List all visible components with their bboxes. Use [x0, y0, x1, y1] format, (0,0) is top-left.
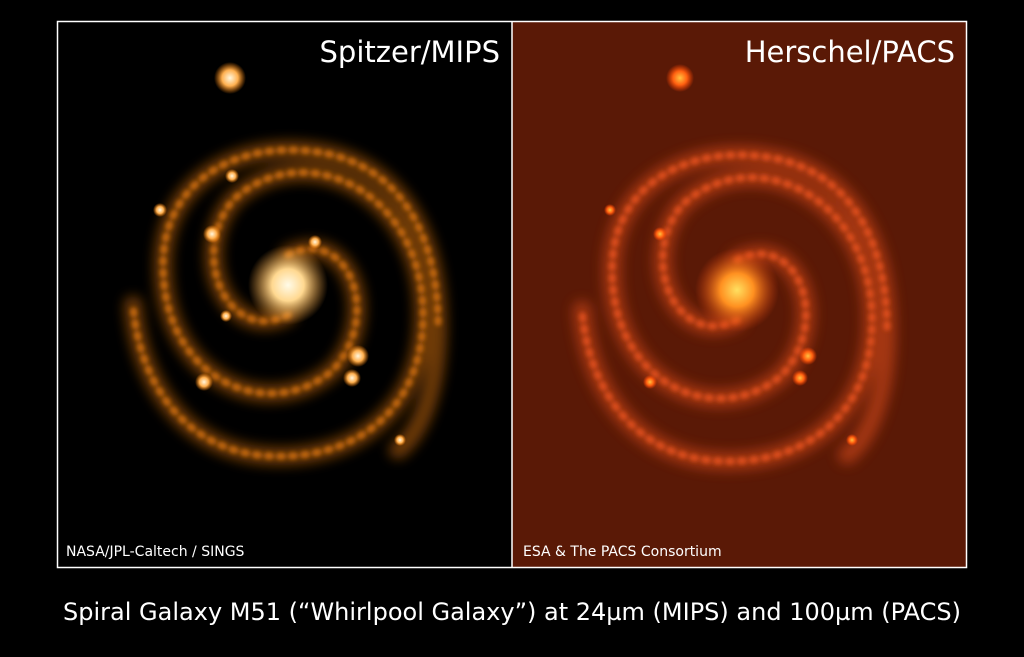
companion-galaxy: [666, 64, 694, 92]
star-forming-knots: [604, 204, 858, 446]
companion-galaxy: [214, 62, 246, 94]
panel-title: Herschel/PACS: [745, 35, 955, 69]
panel-credit: NASA/JPL-Caltech / SINGS: [66, 544, 245, 560]
panel-credit: ESA & The PACS Consortium: [523, 544, 722, 560]
galaxy-core: [695, 248, 779, 332]
caption: Spiral Galaxy M51 (“Whirlpool Galaxy”) a…: [63, 598, 961, 626]
galaxy-core: [248, 245, 328, 325]
panel-title: Spitzer/MIPS: [320, 35, 500, 69]
star-forming-knots: [153, 169, 406, 446]
